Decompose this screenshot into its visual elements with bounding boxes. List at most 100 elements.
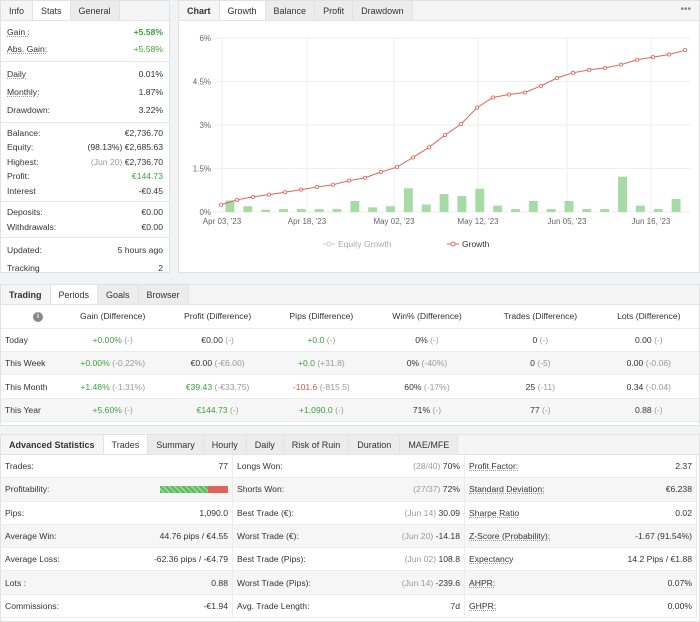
tab-drawdown[interactable]: Drawdown [353, 1, 413, 20]
growth-point [283, 190, 288, 195]
volume-bar [279, 209, 288, 212]
tab-general[interactable]: General [70, 1, 120, 20]
period-value: 0.34 [626, 381, 644, 392]
volume-bar [386, 206, 395, 212]
adv-stat-label[interactable]: Z-Score (Probability): [469, 531, 551, 542]
adv-stat-value: -14.18 [435, 531, 460, 542]
tab-duration[interactable]: Duration [349, 435, 401, 454]
adv-stat-value: 30.09 [438, 507, 460, 518]
growth-point [490, 95, 495, 100]
tab-risk-of-ruin[interactable]: Risk of Ruin [283, 435, 350, 454]
abs-gain-value: +5.58% [133, 43, 163, 54]
daily-label[interactable]: Daily [7, 68, 27, 79]
gain-label[interactable]: Gain : [7, 27, 30, 38]
volume-bar [564, 200, 574, 212]
tab-balance[interactable]: Balance [265, 1, 316, 20]
tab-trading[interactable]: Trading [1, 285, 51, 304]
period-cell: 77 (-) [482, 398, 599, 422]
growth-point [458, 122, 463, 127]
volume-bar [368, 207, 378, 212]
tab-profit[interactable]: Profit [315, 1, 354, 20]
period-cell: 0.88 (-) [598, 398, 699, 422]
monthly-value: 1.87% [138, 86, 163, 97]
growth-point [251, 194, 256, 199]
adv-stat-cell: Commissions: -€1.94 [1, 594, 233, 619]
adv-stat-label: Worst Trade (€): [237, 531, 299, 542]
y-tick-label: 1.5% [193, 165, 211, 174]
y-tick-label: 0% [199, 208, 211, 217]
interest-label: Interest [7, 185, 36, 196]
tab-daily[interactable]: Daily [246, 435, 284, 454]
chart-menu-icon[interactable]: ••• [680, 4, 691, 15]
adv-stat-label[interactable]: Profit Factor: [469, 461, 519, 472]
adv-stat-label: Trades: [5, 461, 34, 472]
header-gain[interactable]: Gain (Difference) [61, 305, 165, 329]
header-pips[interactable]: Pips (Difference) [270, 305, 372, 329]
info-panel: Info Stats General Gain : +5.58% Abs. Gai… [0, 0, 170, 273]
adv-stat-value: -€1.94 [203, 600, 228, 611]
tab-browser[interactable]: Browser [138, 285, 189, 304]
tab-chart[interactable]: Chart [179, 1, 220, 20]
adv-stat-cell: Avg. Trade Length: 7d [233, 594, 465, 619]
legend-equity-growth[interactable]: Equity Growth [338, 239, 392, 249]
adv-stat-value: -62.36 pips / -€4.79 [153, 554, 228, 565]
tab-mae-mfe[interactable]: MAE/MFE [400, 435, 459, 454]
equity-label: Equity: [7, 142, 34, 153]
growth-point [330, 182, 335, 187]
tab-hourly[interactable]: Hourly [203, 435, 247, 454]
adv-stat-label[interactable]: Sharpe Ratio [469, 507, 520, 518]
period-value: +5.60% [92, 404, 122, 415]
tab-goals[interactable]: Goals [98, 285, 139, 304]
period-cell: 0.34 (-0.04) [598, 374, 699, 399]
periods-tabs: Trading Periods Goals Browser [1, 285, 699, 305]
adv-stat-note: (Jun 14) [404, 507, 437, 518]
tab-trades[interactable]: Trades [103, 435, 149, 454]
header-lots[interactable]: Lots (Difference) [598, 305, 699, 329]
period-diff: (-5) [537, 358, 551, 369]
tracking-row: Tracking 2 [1, 259, 169, 277]
period-diff: (-) [654, 404, 663, 415]
growth-point [394, 165, 399, 170]
period-cell: +5.60% (-) [61, 398, 165, 422]
adv-stat-label[interactable]: AHPR: [469, 577, 496, 588]
period-cell: 0 (-5) [482, 351, 599, 376]
withdrawals-value: €0.00 [141, 221, 163, 232]
abs-gain-label[interactable]: Abs. Gain: [7, 43, 48, 54]
volume-bar [600, 209, 610, 212]
growth-point [362, 175, 367, 180]
legend-growth[interactable]: Growth [462, 239, 490, 249]
adv-stat-label: Longs Won: [237, 461, 283, 472]
tab-growth[interactable]: Growth [219, 1, 266, 20]
adv-stat-cell: Standard Deviation: €6.238 [465, 478, 697, 502]
tab-summary[interactable]: Summary [148, 435, 204, 454]
adv-stat-label[interactable]: Standard Deviation: [469, 484, 545, 495]
header-win[interactable]: Win% (Difference) [371, 305, 483, 329]
monthly-label[interactable]: Monthly: [7, 86, 40, 97]
period-value: €0.00 [190, 358, 213, 369]
highest-label: Highest: [7, 156, 39, 167]
tab-advanced-statistics[interactable]: Advanced Statistics [1, 435, 104, 454]
adv-stat-cell: Best Trade (€): (Jun 14) 30.09 [233, 501, 465, 525]
info-icon[interactable]: i [33, 312, 43, 323]
adv-stat-label[interactable]: Expectancy [469, 554, 514, 565]
tab-stats[interactable]: Stats [33, 1, 71, 20]
tab-info[interactable]: Info [1, 1, 34, 20]
period-cell: 60% (-17%) [371, 374, 483, 399]
period-value: +1.48% [80, 381, 110, 392]
period-cell: +0.0 (-) [270, 328, 372, 353]
header-trades[interactable]: Trades (Difference) [482, 305, 599, 329]
x-tick-label: Apr 18, '23 [288, 217, 327, 226]
period-row: This Year +5.60% (-) €144.73 (-) +1,090.0 (… [1, 398, 699, 422]
period-diff: (-) [539, 334, 549, 345]
drawdown-label: Drawdown: [7, 104, 50, 115]
tab-periods[interactable]: Periods [50, 285, 99, 304]
period-cell: €144.73 (-) [164, 398, 271, 422]
adv-stat-cell: Pips: 1,090.0 [1, 501, 233, 525]
adv-stat-label[interactable]: GHPR: [469, 600, 497, 611]
period-value: 0% [415, 334, 428, 345]
advanced-tabs: Advanced Statistics Trades Summary Hourl… [1, 435, 699, 455]
growth-chart: 6% 4.5% 3% 1.5% 0% Apr 03, '23 Apr 18, '23 May… [193, 34, 691, 249]
updated-label: Updated: [7, 245, 42, 255]
header-profit[interactable]: Profit (Difference) [164, 305, 271, 329]
chart-legend: Equity Growth Growth [323, 239, 490, 249]
